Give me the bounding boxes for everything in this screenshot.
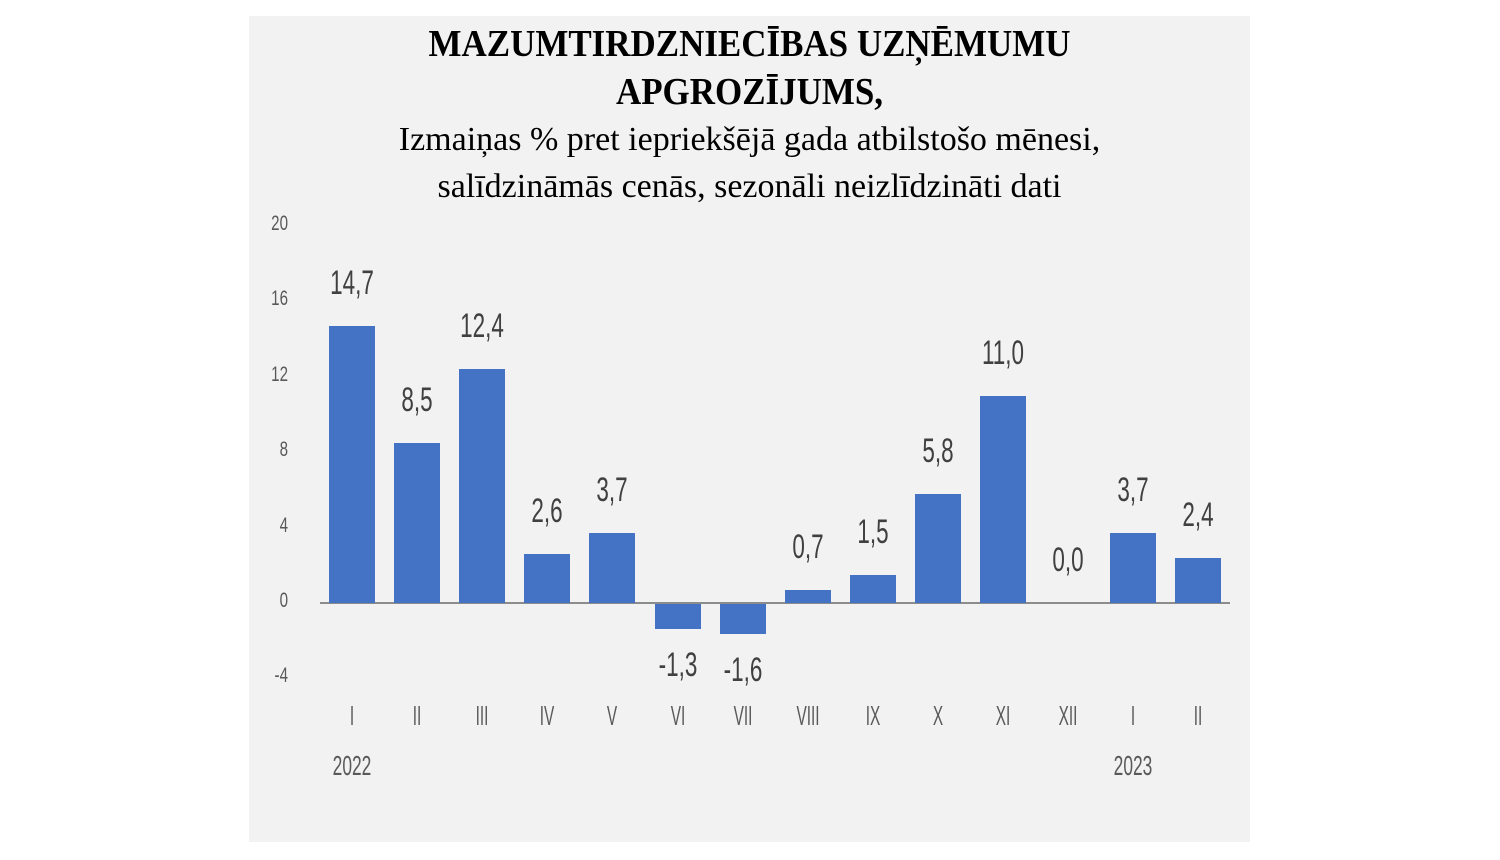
bar — [1175, 557, 1222, 603]
data-label: 2,4 — [1182, 495, 1214, 534]
data-label: -1,3 — [658, 645, 697, 684]
data-label: 0,7 — [792, 527, 824, 566]
x-tick-label: VI — [670, 700, 685, 731]
x-tick-label: I — [349, 700, 355, 731]
y-tick-label: 12 — [271, 362, 288, 386]
data-label: 0,0 — [1052, 541, 1084, 579]
y-tick-label: -4 — [274, 664, 288, 688]
data-label: 3,7 — [1117, 471, 1149, 510]
x-tick-label: II — [1194, 700, 1203, 731]
bar — [394, 442, 441, 603]
bar — [849, 574, 896, 603]
data-label: 12,4 — [460, 307, 505, 346]
subtitle-line-2: salīdzināmās cenās, sezonāli neizlīdzinā… — [437, 168, 1062, 205]
chart-panel: MAZUMTIRDZNIECĪBAS UZŅĒMUMU APGROZĪJUMS,… — [249, 16, 1250, 842]
bar — [329, 325, 375, 603]
y-tick-label: 4 — [279, 513, 288, 537]
x-tick-label: V — [607, 700, 618, 731]
x-tick-label: II — [412, 700, 422, 731]
x-tick-label: VII — [733, 700, 753, 731]
title-line-1: MAZUMTIRDZNIECĪBAS UZŅĒMUMU — [428, 23, 1071, 65]
x-tick-label: IV — [540, 700, 555, 731]
subtitle-line-1: Izmaiņas % pret iepriekšējā gada atbilst… — [398, 121, 1101, 158]
x-tick-label: IX — [865, 700, 881, 731]
y-tick-label: 20 — [271, 212, 288, 235]
chart-title: MAZUMTIRDZNIECĪBAS UZŅĒMUMU APGROZĪJUMS, — [289, 20, 1210, 116]
data-label: 3,7 — [596, 471, 628, 510]
x-axis-line — [320, 602, 1230, 604]
y-tick-label: 8 — [279, 438, 288, 462]
bar — [719, 604, 766, 635]
x-tick-label: X — [932, 700, 944, 731]
bar — [980, 395, 1026, 603]
bar — [589, 533, 636, 603]
year-label: 2022 — [332, 750, 372, 781]
data-label: 2,6 — [531, 491, 563, 530]
bar — [654, 604, 701, 629]
x-tick-label: I — [1131, 700, 1136, 731]
y-tick-label: 16 — [271, 287, 288, 311]
bar — [784, 589, 831, 603]
data-label: 14,7 — [330, 263, 374, 302]
bar — [524, 553, 571, 603]
data-label: 1,5 — [857, 512, 889, 551]
bar — [1110, 533, 1157, 603]
bar — [459, 369, 506, 603]
y-tick-label: 0 — [279, 589, 288, 612]
year-label: 2023 — [1113, 750, 1153, 781]
data-label: -1,6 — [723, 651, 762, 690]
x-tick-label: III — [475, 700, 489, 731]
chart-subtitle: Izmaiņas % pret iepriekšējā gada atbilst… — [249, 116, 1250, 210]
title-line-2: APGROZĪJUMS, — [615, 71, 884, 113]
data-label: 5,8 — [922, 431, 954, 470]
x-tick-label: VIII — [796, 700, 820, 731]
data-label: 11,0 — [981, 333, 1025, 372]
x-tick-label: XII — [1058, 700, 1078, 731]
x-tick-label: XI — [995, 700, 1011, 731]
data-label: 8,5 — [401, 380, 433, 419]
bar — [914, 493, 961, 603]
